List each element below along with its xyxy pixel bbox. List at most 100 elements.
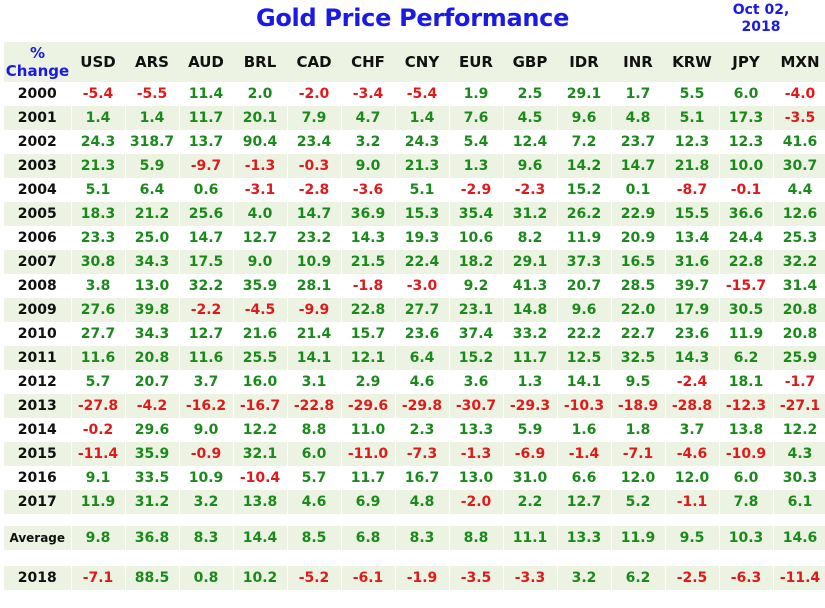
value-cell-gbp: 29.1	[503, 250, 558, 274]
value-cell-mxn: -1.7	[773, 370, 825, 394]
value-cell-eur: 10.6	[449, 226, 504, 250]
value-cell-krw: -1.1	[665, 490, 720, 514]
value-cell-cad: 14.1	[287, 346, 342, 370]
year-row: 2002 24.3 318.7 13.7 90.4 23.4 3.2 24.3 5.4 12.4 7…	[4, 130, 825, 154]
value-cell-aud: 3.2	[179, 490, 234, 514]
value-cell-cad: 28.1	[287, 274, 342, 298]
value-cell-jpy: 36.6	[719, 202, 774, 226]
value-cell-eur: -2.9	[449, 178, 504, 202]
value-cell-idr: 9.6	[557, 298, 612, 322]
value-cell-eur: 8.8	[449, 526, 504, 550]
value-cell-idr: 13.3	[557, 526, 612, 550]
value-cell-usd: 11.9	[71, 490, 126, 514]
value-cell-idr: 14.1	[557, 370, 612, 394]
date-label: Oct 02, 2018	[700, 2, 822, 36]
value-cell-mxn: -4.0	[773, 82, 825, 106]
value-cell-aud: -16.2	[179, 394, 234, 418]
value-cell-eur: 23.1	[449, 298, 504, 322]
value-cell-gbp: 5.9	[503, 418, 558, 442]
value-cell-mxn: 31.4	[773, 274, 825, 298]
column-header-cny: CNY	[395, 42, 449, 82]
value-cell-krw: 31.6	[665, 250, 720, 274]
value-cell-jpy: -0.1	[719, 178, 774, 202]
value-cell-brl: 16.0	[233, 370, 288, 394]
value-cell-jpy: 12.3	[719, 130, 774, 154]
row-label: 2004	[4, 178, 72, 202]
value-cell-cny: -1.9	[395, 566, 450, 590]
value-cell-gbp: 4.5	[503, 106, 558, 130]
year-row: 2007 30.8 34.3 17.5 9.0 10.9 21.5 22.4 18.2 29.1 3…	[4, 250, 825, 274]
value-cell-inr: 22.7	[611, 322, 666, 346]
value-cell-chf: -3.4	[341, 82, 396, 106]
value-cell-krw: 12.3	[665, 130, 720, 154]
value-cell-ars: 13.0	[125, 274, 180, 298]
value-cell-mxn: -3.5	[773, 106, 825, 130]
value-cell-krw: 15.5	[665, 202, 720, 226]
value-cell-brl: 13.8	[233, 490, 288, 514]
ytd-row: 2018 -7.1 88.5 0.8 10.2 -5.2 -6.1 -1.9 -3.5 -3.3 3…	[4, 566, 825, 590]
value-cell-chf: 22.8	[341, 298, 396, 322]
value-cell-gbp: 14.8	[503, 298, 558, 322]
value-cell-chf: -1.8	[341, 274, 396, 298]
value-cell-aud: 17.5	[179, 250, 234, 274]
row-label: 2013	[4, 394, 72, 418]
value-cell-cad: -2.8	[287, 178, 342, 202]
year-row: 2006 23.3 25.0 14.7 12.7 23.2 14.3 19.3 10.6 8.2 1…	[4, 226, 825, 250]
column-header-brl: BRL	[233, 42, 287, 82]
value-cell-cny: 22.4	[395, 250, 450, 274]
year-row: 2017 11.9 31.2 3.2 13.8 4.6 6.9 4.8 -2.0 2.2 12.7 5…	[4, 490, 825, 514]
year-row: 2016 9.1 33.5 10.9 -10.4 5.7 11.7 16.7 13.0 31.0 6…	[4, 466, 825, 490]
value-cell-cad: 3.1	[287, 370, 342, 394]
value-cell-eur: 18.2	[449, 250, 504, 274]
gold-performance-table: % Change USD ARS AUD BRL CAD CHF CNY EUR GBP IDR I…	[4, 42, 825, 590]
value-cell-aud: -0.9	[179, 442, 234, 466]
value-cell-usd: 18.3	[71, 202, 126, 226]
value-cell-eur: 7.6	[449, 106, 504, 130]
year-row: 2008 3.8 13.0 32.2 35.9 28.1 -1.8 -3.0 9.2 41.3 20…	[4, 274, 825, 298]
value-cell-eur: -1.3	[449, 442, 504, 466]
value-cell-eur: 9.2	[449, 274, 504, 298]
column-header-gbp: GBP	[503, 42, 557, 82]
value-cell-gbp: 8.2	[503, 226, 558, 250]
value-cell-cad: -2.0	[287, 82, 342, 106]
value-cell-brl: -1.3	[233, 154, 288, 178]
value-cell-mxn: 30.3	[773, 466, 825, 490]
column-header-ars: ARS	[125, 42, 179, 82]
value-cell-chf: -6.1	[341, 566, 396, 590]
date-line-1: Oct 02,	[732, 2, 790, 18]
value-cell-ars: 29.6	[125, 418, 180, 442]
value-cell-ars: 318.7	[125, 130, 180, 154]
value-cell-usd: 30.8	[71, 250, 126, 274]
value-cell-ars: 88.5	[125, 566, 180, 590]
value-cell-cad: 7.9	[287, 106, 342, 130]
value-cell-usd: 23.3	[71, 226, 126, 250]
value-cell-cad: 6.0	[287, 442, 342, 466]
value-cell-cny: -5.4	[395, 82, 450, 106]
chart-title: Gold Price Performance	[255, 4, 570, 32]
value-cell-idr: 11.9	[557, 226, 612, 250]
value-cell-brl: 32.1	[233, 442, 288, 466]
value-cell-usd: 1.4	[71, 106, 126, 130]
value-cell-aud: 0.8	[179, 566, 234, 590]
value-cell-cny: -3.0	[395, 274, 450, 298]
spacer-row	[4, 550, 825, 566]
header-row: % Change USD ARS AUD BRL CAD CHF CNY EUR GBP IDR I…	[4, 42, 825, 82]
value-cell-aud: 9.0	[179, 418, 234, 442]
value-cell-idr: 12.7	[557, 490, 612, 514]
value-cell-usd: 9.8	[71, 526, 126, 550]
value-cell-usd: 24.3	[71, 130, 126, 154]
year-row: 2012 5.7 20.7 3.7 16.0 3.1 2.9 4.6 3.6 1.3 14.1 9.5…	[4, 370, 825, 394]
row-label: 2011	[4, 346, 72, 370]
value-cell-jpy: 30.5	[719, 298, 774, 322]
value-cell-brl: 21.6	[233, 322, 288, 346]
value-cell-inr: 5.2	[611, 490, 666, 514]
value-cell-krw: 21.8	[665, 154, 720, 178]
value-cell-idr: 15.2	[557, 178, 612, 202]
row-label: 2012	[4, 370, 72, 394]
row-label: 2017	[4, 490, 72, 514]
value-cell-idr: 7.2	[557, 130, 612, 154]
year-row: 2013 -27.8 -4.2 -16.2 -16.7 -22.8 -29.6 -29.8 -3…	[4, 394, 825, 418]
value-cell-krw: 5.5	[665, 82, 720, 106]
value-cell-ars: 21.2	[125, 202, 180, 226]
value-cell-cad: 4.6	[287, 490, 342, 514]
